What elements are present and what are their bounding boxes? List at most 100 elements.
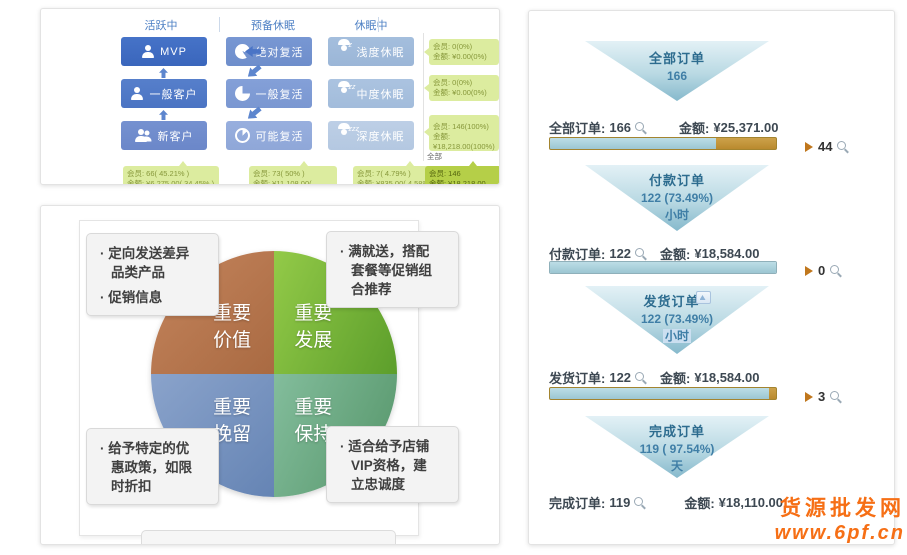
amount-value: ¥18,584.00: [694, 370, 760, 385]
total-label: 全部: [427, 152, 442, 161]
person-icon: [131, 87, 144, 100]
segment-label: 一般复活: [255, 88, 304, 101]
segment-label: 一般客户: [149, 88, 198, 101]
note-text: 满就送，搭配套餐等促销组合推荐: [340, 242, 432, 299]
person-sleep-icon: zz: [348, 84, 356, 91]
stat-label: 全部订单:: [549, 121, 606, 136]
column-summary-callout: 会员: 7( 4.79% ) 金额: ¥835.00( 4.58% ): [353, 161, 445, 185]
stage-title: 全部订单: [648, 51, 705, 66]
pie-10-icon: [234, 128, 250, 143]
dropoff-count: 44: [818, 139, 833, 154]
segment-deep-dormant[interactable]: zzz 深度休眠: [328, 121, 414, 150]
stat-count: 122: [609, 246, 632, 261]
segment-label: 浅度休眠: [356, 46, 405, 59]
magnifier-icon[interactable]: [635, 121, 647, 134]
stage-stat-row: 付款订单: 122 金额: ¥18,584.00: [549, 244, 759, 263]
dropoff-count: 3: [818, 389, 826, 404]
member-count: 会员: 0(0%): [433, 42, 473, 51]
dropoff-indicator: 3: [805, 389, 842, 404]
order-funnel-panel: 全部订单 166 全部订单: 166 金额: ¥25,371.00 44 付款订…: [528, 10, 895, 545]
stat-label: 完成订单:: [549, 496, 606, 511]
segment-light-dormant[interactable]: z 浅度休眠: [328, 37, 414, 66]
magnifier-icon[interactable]: [635, 247, 647, 260]
row-summary-callout: 会员: 0(0%) 金额: ¥0.00(0%): [424, 39, 499, 65]
watermark-site-name: 货源批发网: [780, 497, 905, 520]
watermark-url: www.6pf.cn: [774, 522, 905, 544]
magnifier-icon[interactable]: [634, 496, 646, 509]
arrow-up-icon: [159, 68, 168, 78]
magnifier-icon[interactable]: [837, 140, 849, 153]
lifecycle-panel: 活跃中 预备休眠 休眠中 MVP 绝对复活 z 浅度休眠 一般客户 一般复活 z…: [40, 8, 500, 185]
quadrant-label: 重要 价值: [213, 303, 252, 352]
magnifier-icon[interactable]: [635, 371, 647, 384]
play-marker-icon[interactable]: [805, 141, 813, 152]
row-summary-callout: 会员: 146(100%) 金额: ¥18,218.00(100%): [424, 115, 499, 151]
stat-count: 119: [609, 495, 631, 510]
funnel-stage-paid-orders: 付款订单 122 (73.49%) 小时: [585, 165, 769, 231]
column-summary-callout: 会员: 66( 45.21% ) 金额: ¥6,275.00( 34.45% ): [123, 161, 219, 185]
stage-stat-row: 全部订单: 166 金额: ¥25,371.00: [549, 118, 778, 137]
note-text: 适合给予店铺VIP资格，建立忠诚度: [340, 437, 432, 494]
stage-count: 166: [666, 69, 688, 83]
stat-count: 166: [609, 120, 632, 135]
amount-label: 金额:: [660, 247, 691, 262]
segment-absolute-revival[interactable]: 绝对复活: [226, 37, 312, 66]
play-marker-icon[interactable]: [805, 391, 813, 402]
segment-possible-revival[interactable]: 可能复活: [226, 121, 312, 150]
segment-new-customer[interactable]: 新客户: [121, 121, 207, 150]
bar-fill: [550, 262, 776, 273]
amount-label: 金额:: [684, 496, 715, 511]
pie-75-icon: [234, 86, 250, 101]
arrow-left-icon: [245, 46, 261, 57]
bar-fill: [550, 388, 770, 399]
watermark: 货源批发网 www.6pf.cn: [775, 496, 905, 546]
conversion-bar: [549, 387, 777, 400]
play-marker-icon[interactable]: [805, 265, 813, 276]
stage-count: 122 (73.49%): [640, 312, 714, 326]
segment-label: 中度休眠: [356, 88, 405, 101]
person-sleep-icon: zzz: [348, 126, 360, 133]
member-amount: 金额: ¥835.00( 4.58% ): [357, 179, 434, 185]
stat-label: 发货订单:: [549, 371, 606, 386]
total-summary-callout: 会员: 146 金额: ¥18,218.00: [425, 161, 499, 184]
stage-count: 122 (73.49%): [640, 191, 714, 205]
tab-pre-dormant[interactable]: 预备休眠: [251, 20, 295, 32]
header-divider: [219, 17, 220, 32]
bar-fill: [550, 138, 717, 149]
note-text: 定向发送差异品类产品: [100, 244, 192, 282]
dropoff-indicator: 0: [805, 263, 842, 278]
member-count: 会员: 73( 50% ): [253, 169, 305, 178]
person-sleep-icon: z: [348, 42, 353, 49]
magnifier-icon[interactable]: [830, 264, 842, 277]
stage-title: 完成订单: [648, 424, 705, 439]
magnifier-icon[interactable]: [830, 390, 842, 403]
stat-label: 付款订单:: [549, 247, 606, 262]
member-amount: 金额: ¥0.00(0%): [433, 52, 487, 61]
note-bottom-center-clipped: [141, 530, 396, 544]
amount-label: 金额:: [679, 121, 710, 136]
quadrant-label: 重要 发展: [294, 303, 333, 352]
segment-label: 可能复活: [255, 130, 304, 143]
note-bottom-right: 适合给予店铺VIP资格，建立忠诚度: [326, 426, 459, 503]
member-amount: 金额: ¥11,108.00( 60.97% ): [253, 179, 312, 185]
member-count: 会员: 7( 4.79% ): [357, 169, 411, 178]
funnel-stage-all-orders: 全部订单 166: [585, 41, 769, 101]
column-summary-callout: 会员: 73( 50% ) 金额: ¥11,108.00( 60.97% ): [249, 161, 337, 185]
segment-general-customer[interactable]: 一般客户: [121, 79, 207, 108]
stat-count: 122: [609, 370, 632, 385]
segment-mid-dormant[interactable]: zz 中度休眠: [328, 79, 414, 108]
tab-active[interactable]: 活跃中: [144, 20, 178, 32]
stage-count: 119 ( 97.54%): [639, 442, 715, 456]
segment-general-revival[interactable]: 一般复活: [226, 79, 312, 108]
row-summary-callout: 会员: 0(0%) 金额: ¥0.00(0%): [424, 75, 499, 101]
header-divider: [378, 17, 379, 32]
member-count: 会员: 0(0%): [433, 78, 473, 87]
stage-unit: 天: [670, 459, 683, 473]
segment-mvp[interactable]: MVP: [121, 37, 207, 66]
quadrant-label: 重要 保持: [294, 396, 333, 445]
member-amount: 金额: ¥6,275.00( 34.45% ): [127, 179, 215, 185]
tab-dormant[interactable]: 休眠中: [354, 20, 388, 32]
note-text: 给予特定的优惠政策，如限时折扣: [100, 439, 192, 496]
stage-stat-row: 完成订单: 119 金额: ¥18,110.00: [549, 493, 783, 512]
